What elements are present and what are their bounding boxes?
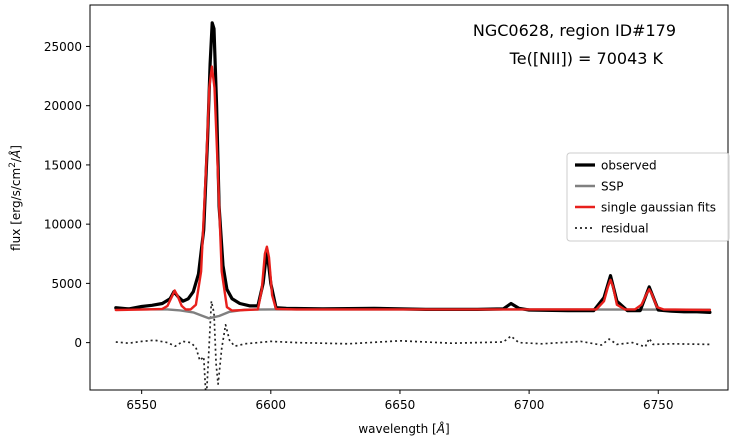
y-tick-label: 0 [74, 336, 82, 350]
x-tick-label: 6700 [514, 398, 545, 412]
x-axis-label: wavelength [Å] [358, 421, 449, 436]
legend-label: residual [601, 222, 649, 236]
plot-area [114, 21, 712, 390]
tick-labels: 6550 6600 6650 6700 6750 0 5000 10000 15000 20000… [44, 40, 674, 412]
annotation-title: NGC0628, region ID#179 [473, 21, 676, 40]
series-line-single-gaussian-fits [114, 65, 712, 312]
y-tick-label: 10000 [44, 218, 82, 232]
legend-label: observed [601, 159, 657, 173]
x-tick-label: 6600 [256, 398, 287, 412]
legend: observed SSP single gaussian fits residual [566, 152, 730, 242]
x-tick-label: 6750 [643, 398, 674, 412]
y-tick-label: 20000 [44, 99, 82, 113]
legend-label: SSP [601, 180, 623, 194]
y-tick-label: 5000 [51, 277, 82, 291]
series-line-residual [115, 300, 710, 390]
legend-box [566, 152, 730, 242]
x-tick-label: 6550 [126, 398, 157, 412]
y-axis-label: flux [erg/s/cm2/Å] [8, 145, 23, 251]
legend-label: single gaussian fits [601, 201, 716, 215]
annotation-temperature: Te([NII]) = 70043 K [509, 49, 664, 68]
x-tick-label: 6650 [385, 398, 416, 412]
y-tick-label: 15000 [44, 158, 82, 172]
y-tick-label: 25000 [44, 40, 82, 54]
